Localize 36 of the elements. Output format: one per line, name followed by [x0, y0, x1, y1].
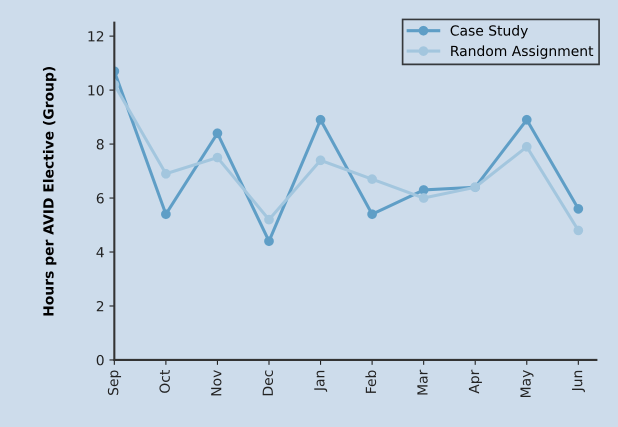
y-tick-label: 0 [96, 354, 104, 366]
x-tick-label: May [520, 370, 534, 398]
point [161, 168, 171, 179]
point [212, 152, 222, 162]
y-tick-label: 2 [96, 300, 104, 312]
legend-label: Random Assignment [451, 45, 594, 59]
x-tick-label: Jun [572, 370, 585, 392]
point [573, 226, 584, 236]
point [316, 114, 326, 125]
point [418, 185, 429, 195]
x-tick-label: Dec [262, 370, 274, 396]
y-axis-title: Hours per AVID Elective (Group) [42, 66, 56, 316]
point [522, 114, 532, 125]
x-tick-label: Apr [468, 370, 482, 394]
x-tick-label: Mar [417, 370, 428, 395]
y-tick-label: 12 [88, 31, 104, 42]
point [264, 236, 274, 246]
point [573, 204, 584, 214]
legend-label: Case Study [450, 25, 528, 38]
point [522, 142, 532, 152]
y-tick-label: 10 [88, 85, 104, 96]
point [161, 209, 171, 220]
y-tick-label: 4 [96, 247, 104, 258]
point [367, 174, 377, 184]
y-tick-label: 8 [96, 139, 104, 150]
x-tick-label: Feb [365, 370, 376, 393]
x-tick-label: Jan [314, 370, 328, 392]
point [264, 214, 274, 224]
x-tick-label: Oct [159, 370, 170, 393]
point [367, 209, 377, 220]
y-tick-label: 6 [96, 193, 104, 204]
x-tick-label: Nov [211, 370, 222, 396]
point [316, 155, 326, 166]
point [418, 193, 429, 203]
x-tick-label: Sep [108, 370, 122, 395]
point [212, 128, 222, 138]
